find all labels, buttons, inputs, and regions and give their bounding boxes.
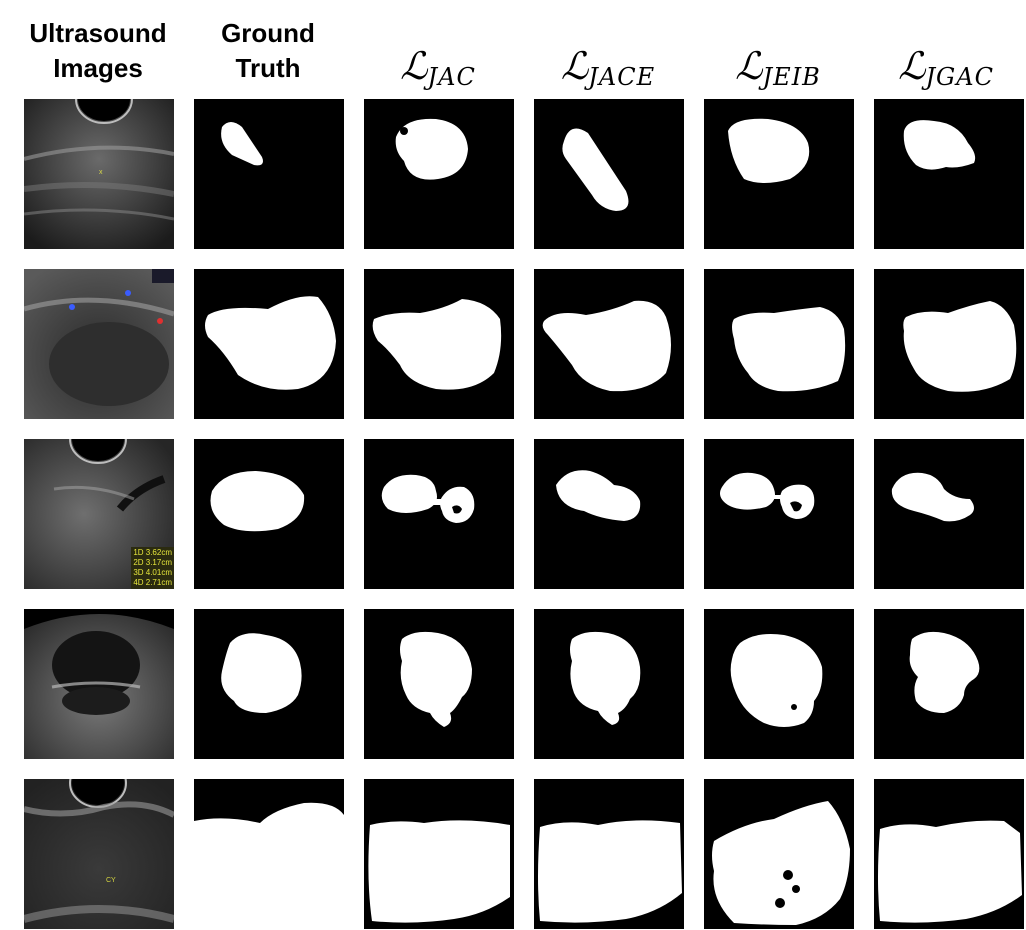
ultrasound-image-row4	[24, 609, 174, 759]
header-loss-jac: ℒJAC	[400, 44, 476, 91]
svg-text:x: x	[99, 169, 103, 176]
prediction-jeib-row1	[704, 99, 854, 249]
cy-label: CY	[106, 877, 116, 884]
ground-truth-mask-row5	[194, 779, 344, 929]
header-ground-truth: Ground Truth	[221, 18, 315, 83]
header-loss-jeib: ℒJEIB	[735, 44, 821, 91]
prediction-jgac-row1	[874, 99, 1024, 249]
prediction-jac-row3	[364, 439, 514, 589]
prediction-jac-row4	[364, 609, 514, 759]
header-loss-jace: ℒJACE	[560, 44, 656, 91]
prediction-jgac-row2	[874, 269, 1024, 419]
prediction-jace-row5	[534, 779, 684, 929]
ultrasound-image-row5: CY	[24, 779, 174, 929]
measurement-4d: 4D 2.71cm	[133, 578, 172, 587]
measurement-1d: 1D 3.62cm	[133, 548, 172, 557]
header-loss-jgac: ℒJGAC	[898, 44, 994, 91]
ultrasound-image-row1: x	[24, 99, 174, 249]
prediction-jeib-row5	[704, 779, 854, 929]
measurement-2d: 2D 3.17cm	[133, 558, 172, 567]
prediction-jac-row2	[364, 269, 514, 419]
ground-truth-mask-row1	[194, 99, 344, 249]
prediction-jeib-row3	[704, 439, 854, 589]
prediction-jgac-row3	[874, 439, 1024, 589]
prediction-jac-row5	[364, 779, 514, 929]
prediction-jace-row4	[534, 609, 684, 759]
ultrasound-image-row3: 1D 3.62cm 2D 3.17cm 3D 4.01cm 4D 2.71cm	[24, 439, 174, 589]
measurement-3d: 3D 4.01cm	[133, 568, 172, 577]
prediction-jeib-row4	[704, 609, 854, 759]
ground-truth-mask-row4	[194, 609, 344, 759]
prediction-jeib-row2	[704, 269, 854, 419]
measurement-panel: 1D 3.62cm 2D 3.17cm 3D 4.01cm 4D 2.71cm	[131, 547, 174, 589]
prediction-jace-row3	[534, 439, 684, 589]
prediction-jac-row1	[364, 99, 514, 249]
ultrasound-image-row2	[24, 269, 174, 419]
prediction-jgac-row4	[874, 609, 1024, 759]
prediction-jgac-row5	[874, 779, 1024, 929]
prediction-jace-row1	[534, 99, 684, 249]
ground-truth-mask-row2	[194, 269, 344, 419]
prediction-jace-row2	[534, 269, 684, 419]
ground-truth-mask-row3	[194, 439, 344, 589]
header-ultrasound-images: Ultrasound Images	[29, 18, 167, 83]
